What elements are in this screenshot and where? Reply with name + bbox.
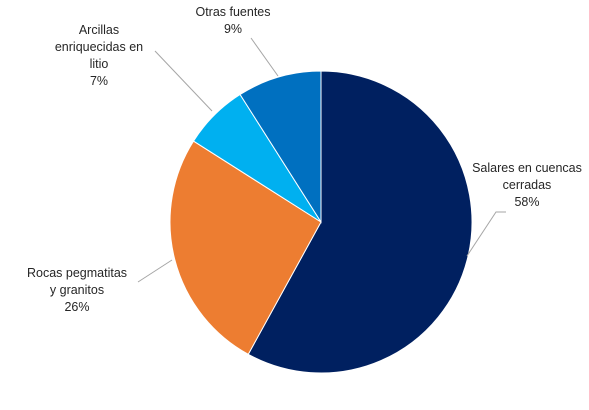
pie-slice-1	[169, 140, 322, 355]
leader-line-3	[250, 37, 279, 77]
slice-percent-3: 9%	[224, 22, 242, 36]
slice-label-line-2-1: enriquecidas en	[55, 40, 143, 54]
slice-label-line-1-1: y granitos	[50, 283, 104, 297]
slice-label-line-0-0: Salares en cuencas	[472, 161, 582, 175]
leader-line-0	[466, 211, 506, 257]
slice-label-line-2-0: Arcillas	[79, 23, 119, 37]
pie-slice-3	[239, 70, 322, 224]
pie-slices	[169, 70, 473, 374]
data-labels: Salares en cuencas cerradas 58% Rocas pegma…	[27, 5, 582, 314]
slice-label-line-3-0: Otras fuentes	[195, 5, 270, 19]
slice-percent-2: 7%	[90, 74, 108, 88]
slice-label-line-0-1: cerradas	[503, 178, 552, 192]
leader-line-2	[154, 50, 213, 112]
slice-label-line-2-2: litio	[90, 57, 109, 71]
slice-label-1: Rocas pegmatitas y granitos 26%	[27, 266, 127, 314]
leader-line-1	[137, 259, 173, 283]
slice-label-3: Otras fuentes 9%	[195, 5, 270, 36]
leader-lines	[137, 37, 506, 283]
slice-percent-0: 58%	[514, 195, 539, 209]
slice-label-line-1-0: Rocas pegmatitas	[27, 266, 127, 280]
slice-percent-1: 26%	[64, 300, 89, 314]
slice-label-2: Arcillas enriquecidas en litio 7%	[55, 23, 143, 88]
pie-slice-0	[247, 70, 473, 374]
slice-label-0: Salares en cuencas cerradas 58%	[472, 161, 582, 209]
